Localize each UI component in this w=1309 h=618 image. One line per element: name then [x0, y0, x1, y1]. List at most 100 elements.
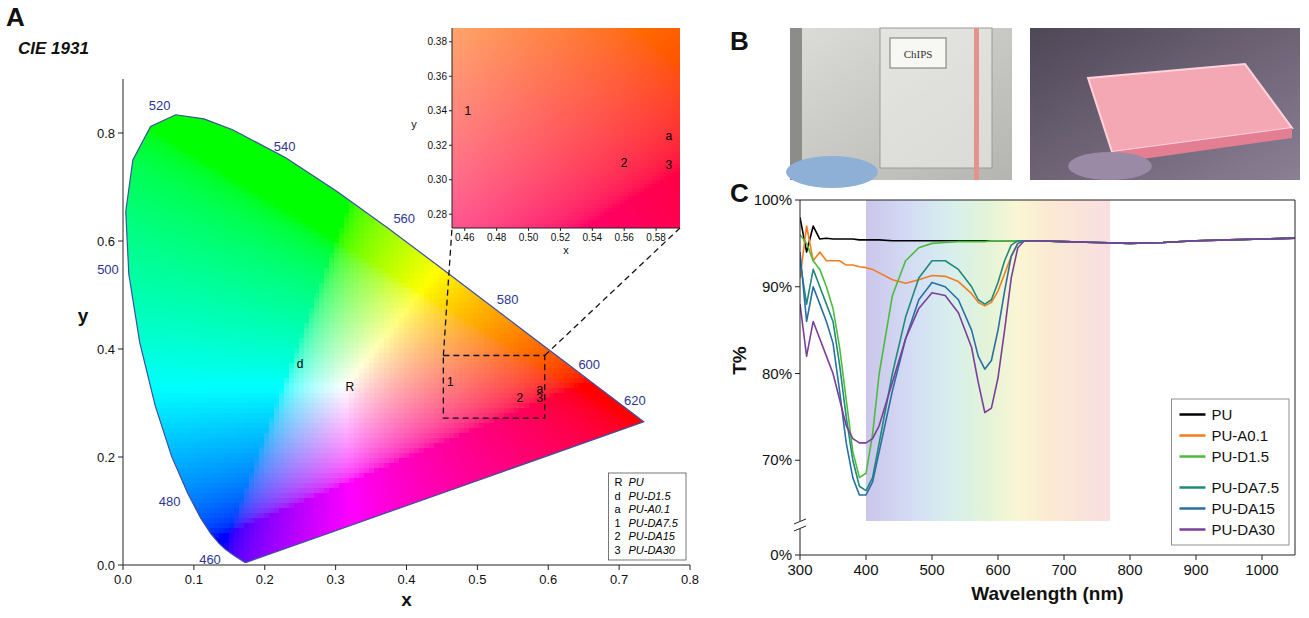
- gamut-cell: [224, 278, 230, 284]
- gamut-cell: [224, 313, 230, 319]
- gamut-cell: [224, 163, 230, 169]
- gamut-cell: [129, 268, 135, 274]
- gamut-cell: [159, 268, 165, 274]
- gamut-cell: [124, 378, 130, 384]
- gamut-cell: [224, 223, 230, 229]
- gamut-cell: [199, 468, 205, 474]
- gamut-cell: [149, 263, 155, 269]
- gamut-cell: [209, 388, 215, 394]
- gamut-cell: [154, 518, 160, 524]
- gamut-cell: [169, 383, 175, 389]
- gamut-cell: [199, 453, 205, 459]
- gamut-cell: [204, 488, 210, 494]
- gamut-cell: [209, 493, 215, 499]
- gamut-cell: [164, 258, 170, 264]
- gamut-cell: [169, 228, 175, 234]
- gamut-cell: [174, 408, 180, 414]
- gamut-cell: [214, 218, 220, 224]
- gamut-cell: [174, 333, 180, 339]
- gamut-cell: [209, 438, 215, 444]
- gamut-cell: [144, 513, 150, 519]
- gamut-cell: [124, 438, 130, 444]
- gamut-cell: [134, 493, 140, 499]
- gamut-cell: [189, 478, 195, 484]
- gamut-cell: [169, 538, 175, 544]
- gamut-cell: [144, 398, 150, 404]
- gamut-cell: [144, 158, 150, 164]
- gamut-cell: [229, 303, 235, 309]
- gamut-cell: [124, 448, 130, 454]
- gamut-cell: [154, 338, 160, 344]
- gamut-cell: [149, 253, 155, 259]
- gamut-cell: [139, 278, 145, 284]
- gamut-cell: [229, 423, 235, 429]
- gamut-cell: [149, 503, 155, 509]
- gamut-cell: [149, 293, 155, 299]
- gamut-cell: [139, 378, 145, 384]
- gamut-cell: [134, 168, 140, 174]
- gamut-cell: [224, 448, 230, 454]
- gamut-cell: [209, 308, 215, 314]
- gamut-cell: [184, 403, 190, 409]
- gamut-cell: [164, 128, 170, 134]
- gamut-cell: [189, 173, 195, 179]
- gamut-cell: [184, 378, 190, 384]
- gamut-cell: [184, 143, 190, 149]
- gamut-cell: [204, 313, 210, 319]
- gamut-cell: [174, 173, 180, 179]
- gamut-cell: [214, 448, 220, 454]
- gamut-cell: [179, 513, 185, 519]
- gamut-cell: [129, 218, 135, 224]
- gamut-cell: [164, 233, 170, 239]
- gamut-cell: [189, 423, 195, 429]
- gamut-cell: [189, 253, 195, 259]
- gamut-cell: [214, 133, 220, 139]
- gamut-cell: [204, 138, 210, 144]
- gamut-cell: [174, 138, 180, 144]
- gamut-cell: [134, 448, 140, 454]
- gamut-cell: [199, 503, 205, 509]
- gamut-cell: [124, 458, 130, 464]
- gamut-cell: [149, 563, 155, 569]
- gamut-cell: [124, 388, 130, 394]
- gamut-cell: [209, 538, 215, 544]
- gamut-cell: [189, 258, 195, 264]
- gamut-cell: [144, 303, 150, 309]
- gamut-cell: [229, 348, 235, 354]
- gamut-cell: [129, 563, 135, 569]
- gamut-cell: [179, 448, 185, 454]
- gamut-cell: [189, 318, 195, 324]
- gamut-cell: [144, 388, 150, 394]
- gamut-cell: [219, 518, 225, 524]
- gamut-cell: [139, 268, 145, 274]
- gamut-cell: [134, 463, 140, 469]
- gamut-cell: [224, 323, 230, 329]
- gamut-cell: [179, 228, 185, 234]
- gamut-cell: [209, 323, 215, 329]
- gamut-cell: [184, 338, 190, 344]
- gamut-cell: [134, 413, 140, 419]
- gamut-cell: [154, 343, 160, 349]
- gamut-cell: [159, 558, 165, 564]
- gamut-cell: [169, 258, 175, 264]
- gamut-cell: [229, 233, 235, 239]
- gamut-cell: [154, 303, 160, 309]
- gamut-cell: [174, 273, 180, 279]
- gamut-cell: [154, 228, 160, 234]
- gamut-cell: [219, 228, 225, 234]
- gamut-cell: [164, 148, 170, 154]
- gamut-cell: [134, 563, 140, 569]
- gamut-cell: [214, 148, 220, 154]
- gamut-cell: [199, 208, 205, 214]
- gamut-cell: [174, 533, 180, 539]
- gamut-cell: [189, 208, 195, 214]
- gamut-cell: [129, 188, 135, 194]
- gamut-cell: [189, 418, 195, 424]
- gamut-cell: [149, 558, 155, 564]
- gamut-cell: [134, 543, 140, 549]
- gamut-cell: [179, 398, 185, 404]
- gamut-cell: [184, 438, 190, 444]
- gamut-cell: [224, 453, 230, 459]
- gamut-cell: [194, 448, 200, 454]
- gamut-cell: [229, 148, 235, 154]
